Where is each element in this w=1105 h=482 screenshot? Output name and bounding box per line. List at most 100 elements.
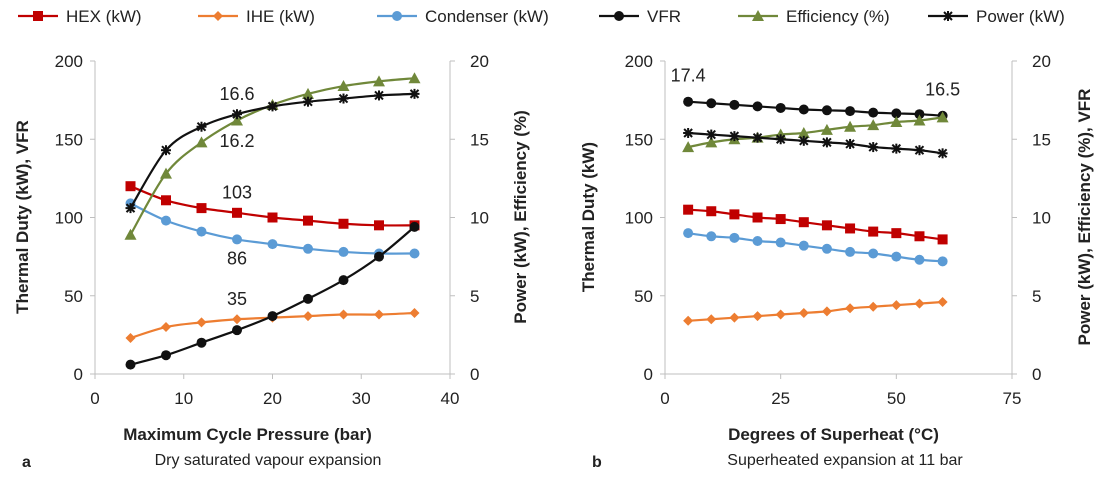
series-line-ihe xyxy=(688,300,943,322)
series-power xyxy=(125,88,420,214)
data-label: 103 xyxy=(222,183,252,203)
data-point-vfr xyxy=(303,293,313,304)
data-point-hex xyxy=(683,204,694,215)
data-point-ihe xyxy=(683,315,694,326)
series-condenser xyxy=(683,228,948,267)
data-point-condenser xyxy=(798,240,809,251)
y-tick-label-right: 15 xyxy=(470,130,489,149)
x-tick-label: 20 xyxy=(263,389,282,408)
star-stroke xyxy=(161,145,171,155)
series-vfr xyxy=(683,96,948,121)
data-point-power xyxy=(821,137,832,148)
legend-item-condenser: Condenser (kW) xyxy=(377,7,549,26)
series-ihe xyxy=(683,297,948,326)
star-stroke xyxy=(822,137,832,148)
data-point-power xyxy=(891,143,902,154)
legend-label-ihe: IHE (kW) xyxy=(246,7,315,26)
data-point-condenser xyxy=(775,237,786,248)
data-point-efficiency xyxy=(820,123,833,135)
data-point-power xyxy=(937,148,948,159)
data-point-power xyxy=(752,132,763,143)
legend-label-efficiency: Efficiency (%) xyxy=(786,7,890,26)
y-tick-label-left: 50 xyxy=(634,287,653,306)
x-axis-label: Maximum Cycle Pressure (bar) xyxy=(123,425,372,444)
x-tick-label: 0 xyxy=(660,389,669,408)
data-point-condenser xyxy=(338,246,349,257)
star-stroke xyxy=(943,11,953,21)
data-point-power xyxy=(409,88,420,99)
y-tick-label-right: 15 xyxy=(1032,130,1051,149)
data-point-vfr xyxy=(683,96,694,107)
data-point-vfr xyxy=(338,275,349,286)
series-power xyxy=(683,127,948,159)
legend-marker-ihe xyxy=(213,11,223,21)
data-point-condenser xyxy=(914,254,925,265)
data-point-efficiency xyxy=(373,75,385,87)
star-stroke xyxy=(409,89,420,99)
data-point-vfr xyxy=(232,325,242,336)
data-point-efficiency xyxy=(682,141,695,153)
data-point-hex xyxy=(374,220,384,231)
data-label: 16.5 xyxy=(925,79,960,99)
star-stroke xyxy=(891,143,902,154)
data-point-efficiency xyxy=(337,80,350,92)
y-tick-label-left: 0 xyxy=(74,365,83,384)
legend-item-ihe: IHE (kW) xyxy=(198,7,315,26)
data-point-hex xyxy=(937,234,948,245)
data-point-vfr xyxy=(821,105,832,116)
data-point-ihe xyxy=(729,312,740,323)
data-point-power xyxy=(196,121,207,132)
data-point-condenser xyxy=(409,248,420,259)
data-point-condenser xyxy=(706,231,717,242)
y-tick-label-right: 0 xyxy=(470,365,479,384)
star-stroke xyxy=(232,109,242,119)
data-point-ihe xyxy=(125,333,136,344)
data-point-ihe xyxy=(409,307,420,318)
data-point-vfr xyxy=(706,98,717,109)
data-point-hex xyxy=(303,215,313,226)
star-stroke xyxy=(799,136,809,146)
star-stroke xyxy=(267,101,278,112)
data-point-hex xyxy=(125,181,136,192)
legend-item-hex: HEX (kW) xyxy=(18,7,142,26)
data-point-ihe xyxy=(914,298,925,309)
data-point-efficiency xyxy=(302,87,314,99)
x-tick-label: 25 xyxy=(771,389,790,408)
data-point-vfr xyxy=(752,101,763,112)
data-point-hex xyxy=(914,231,925,242)
series-condenser xyxy=(125,198,420,259)
star-stroke xyxy=(914,145,925,155)
y-tick-label-left: 50 xyxy=(64,287,83,306)
data-point-power xyxy=(798,135,809,146)
data-point-hex xyxy=(775,214,786,225)
star-stroke xyxy=(706,129,716,140)
data-point-power xyxy=(706,129,717,140)
y-tick-label-right: 0 xyxy=(1032,365,1041,384)
data-point-condenser xyxy=(196,226,207,237)
data-point-hex xyxy=(196,203,207,214)
data-point-condenser xyxy=(891,251,902,262)
y-tick-label-right: 5 xyxy=(1032,287,1041,306)
star-stroke xyxy=(683,128,693,138)
y-tick-label-left: 200 xyxy=(55,52,83,71)
legend-marker-vfr xyxy=(614,11,624,21)
series-line-vfr xyxy=(688,100,943,117)
panel-label: b xyxy=(592,454,602,471)
data-point-power xyxy=(303,96,313,107)
data-point-hex xyxy=(232,207,242,218)
data-point-power xyxy=(775,134,786,145)
data-point-efficiency xyxy=(890,116,903,128)
data-point-ihe xyxy=(775,309,786,320)
data-point-power xyxy=(868,142,879,153)
data-point-condenser xyxy=(161,215,171,226)
data-point-hex xyxy=(868,226,879,237)
x-tick-label: 50 xyxy=(887,389,906,408)
star-stroke xyxy=(303,96,313,107)
data-label: 17.4 xyxy=(671,65,706,85)
x-tick-label: 30 xyxy=(352,389,371,408)
data-point-ihe xyxy=(891,300,902,311)
data-point-vfr xyxy=(409,221,420,232)
data-label: 16.2 xyxy=(219,131,254,151)
legend-marker-power xyxy=(943,11,953,21)
